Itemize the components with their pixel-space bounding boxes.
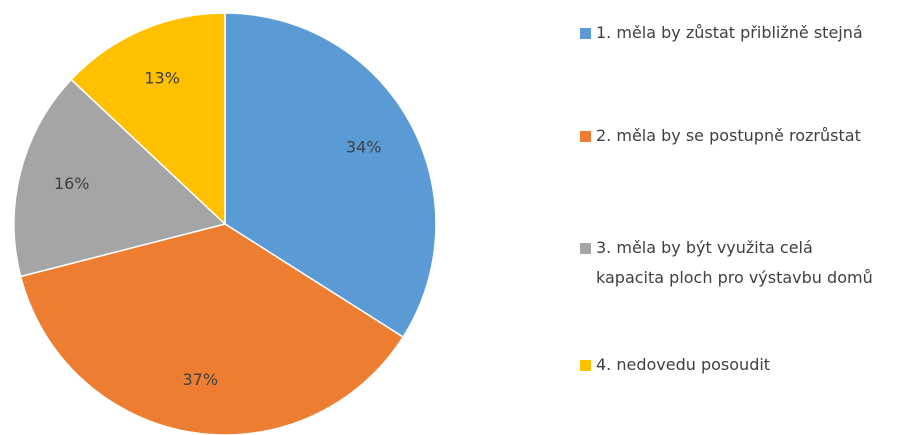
legend-label: 4. nedovedu posoudit [596,355,771,374]
pie-slice [224,12,437,339]
pie-slice [19,223,405,435]
pie-slice [13,78,227,278]
legend-entry: 1. měla by zůstat přibližně stejná [580,18,880,48]
legend-entry: 2. měla by se postupně rozrůstat [580,121,880,151]
legend-swatch [580,131,591,142]
legend-label: 1. měla by zůstat přibližně stejná [596,23,863,42]
legend-entry: 3. měla by být využita celá kapacita plo… [580,233,880,293]
pie-slice [70,12,226,226]
legend-label: 3. měla by být využita celá kapacita plo… [596,238,873,287]
data-label: 13% [144,68,180,87]
legend-swatch [580,28,591,39]
data-label: 34% [346,137,382,156]
legend-swatch [580,243,591,254]
legend-entry: 4. nedovedu posoudit [580,350,880,380]
legend-label: 2. měla by se postupně rozrůstat [596,126,861,145]
legend-swatch [580,360,591,371]
data-label: 37% [182,370,218,389]
data-label: 16% [54,174,90,193]
